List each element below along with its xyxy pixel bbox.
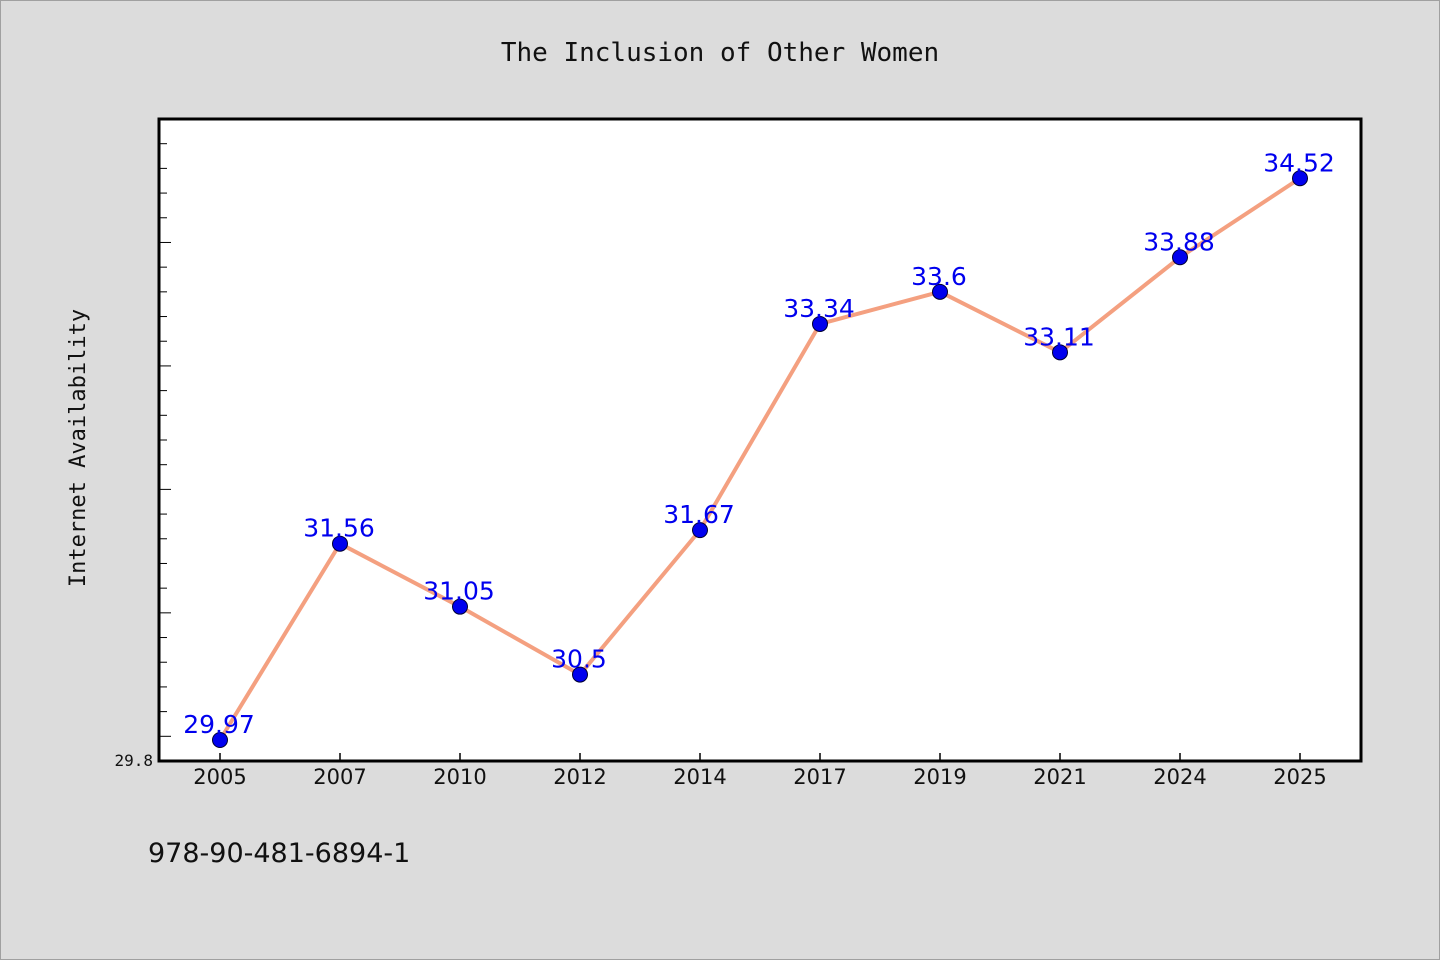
y-axis-label: Internet Availability	[66, 309, 91, 587]
x-tick-label: 2005	[193, 765, 246, 789]
data-label: 33.11	[1023, 322, 1095, 351]
chart-title: The Inclusion of Other Women	[501, 38, 939, 68]
data-point	[812, 315, 828, 332]
data-label: 29.97	[183, 710, 255, 739]
data-label: 31.05	[423, 577, 495, 606]
data-label: 33.88	[1143, 227, 1215, 256]
data-labels: 29.97 31.56 31.05 30.5 31.67 33.34 33.6 33.11 33…	[183, 148, 1335, 739]
x-tick-label: 2019	[913, 765, 966, 789]
data-point	[332, 535, 348, 552]
x-tick-label: 2025	[1273, 765, 1326, 789]
data-point	[1052, 344, 1068, 361]
x-tick-label: 2024	[1153, 765, 1206, 789]
y-axis-ticks	[159, 143, 171, 762]
x-tick-label: 2017	[793, 765, 846, 789]
series-line-group	[218, 176, 1302, 743]
data-label: 33.6	[911, 262, 967, 291]
series-line	[218, 176, 1302, 743]
x-tick-label: 2007	[313, 765, 366, 789]
data-label: 33.34	[783, 294, 855, 323]
data-label: 31.67	[663, 500, 735, 529]
y-tick-label: 29.8	[114, 751, 153, 770]
data-point	[572, 666, 588, 683]
x-axis-tick-labels: 2005 2007 2010 2012 2014 2017 2019 2021 2024 2025	[193, 765, 1326, 789]
x-tick-label: 2012	[553, 765, 606, 789]
x-axis-ticks	[219, 753, 1301, 761]
data-label: 31.56	[303, 514, 375, 543]
data-point	[1292, 170, 1308, 187]
x-tick-label: 2010	[433, 765, 486, 789]
data-point	[692, 522, 708, 539]
series-markers	[212, 170, 1308, 749]
data-label: 30.5	[551, 645, 607, 674]
data-point	[452, 598, 468, 615]
x-tick-label: 2021	[1033, 765, 1086, 789]
plot-area	[157, 117, 1363, 763]
data-point	[212, 732, 228, 749]
x-tick-label: 2014	[673, 765, 726, 789]
data-point	[932, 283, 948, 300]
isbn-text: 978-90-481-6894-1	[148, 838, 410, 869]
data-label: 34.52	[1263, 148, 1335, 177]
data-point	[1172, 249, 1188, 266]
